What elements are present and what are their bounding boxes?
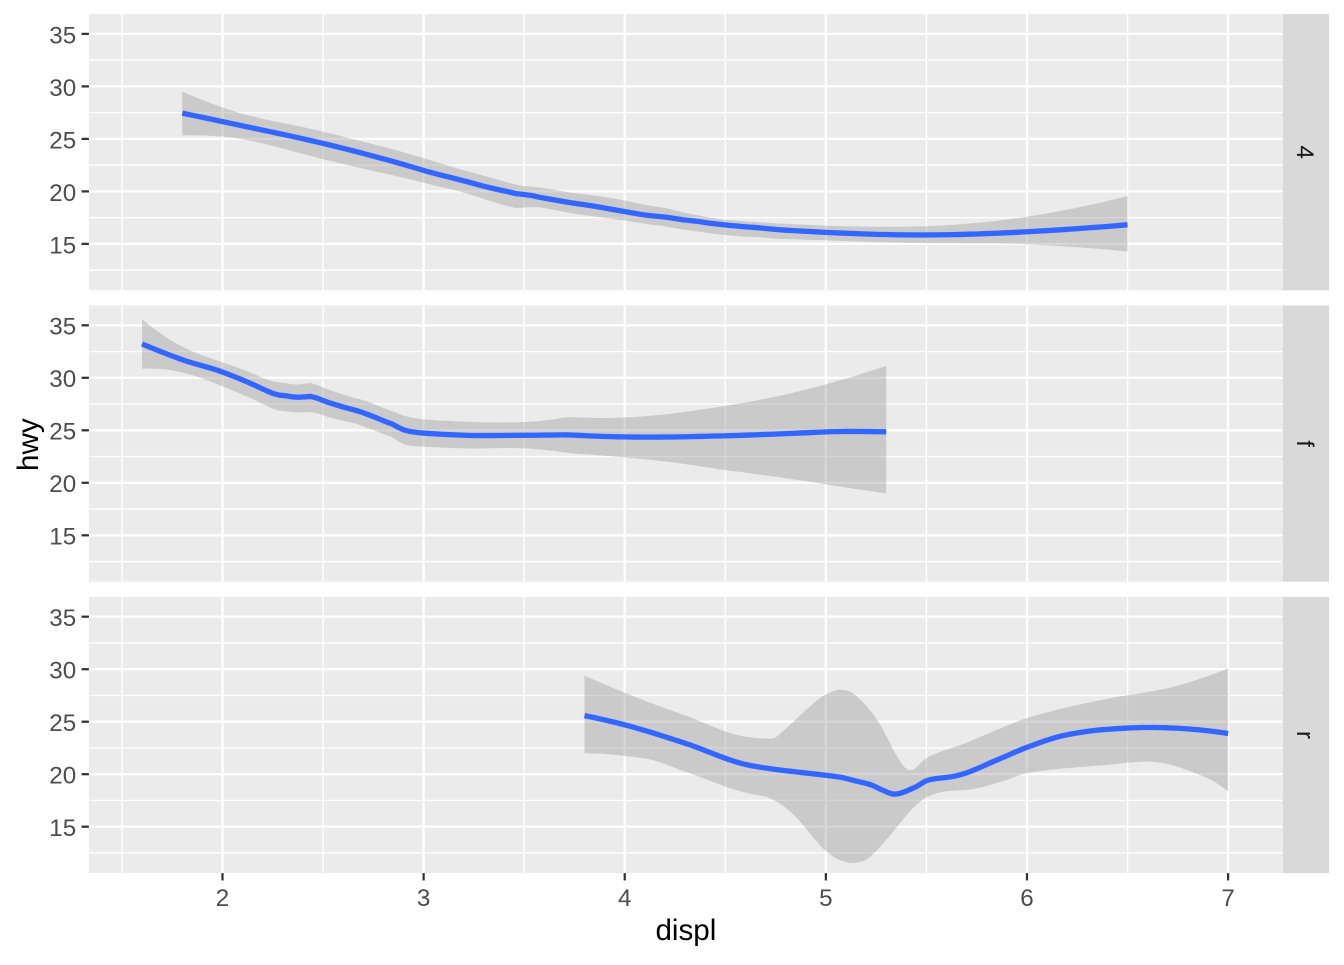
svg-text:35: 35 bbox=[49, 22, 76, 49]
svg-text:15: 15 bbox=[49, 815, 76, 842]
svg-text:20: 20 bbox=[49, 471, 76, 498]
svg-text:7: 7 bbox=[1221, 885, 1234, 912]
svg-text:3: 3 bbox=[417, 885, 430, 912]
svg-text:2: 2 bbox=[216, 885, 229, 912]
svg-text:20: 20 bbox=[49, 180, 76, 207]
svg-text:4: 4 bbox=[618, 885, 631, 912]
svg-text:30: 30 bbox=[49, 75, 76, 102]
svg-text:25: 25 bbox=[49, 710, 76, 737]
svg-text:r: r bbox=[1291, 731, 1318, 739]
svg-text:4: 4 bbox=[1291, 145, 1318, 158]
svg-text:35: 35 bbox=[49, 314, 76, 341]
svg-text:hwy: hwy bbox=[12, 418, 45, 471]
svg-text:15: 15 bbox=[49, 524, 76, 551]
svg-text:30: 30 bbox=[49, 658, 76, 685]
svg-text:25: 25 bbox=[49, 419, 76, 446]
svg-text:displ: displ bbox=[655, 914, 716, 947]
svg-text:25: 25 bbox=[49, 127, 76, 154]
svg-text:35: 35 bbox=[49, 605, 76, 632]
svg-text:30: 30 bbox=[49, 366, 76, 393]
svg-text:20: 20 bbox=[49, 763, 76, 790]
svg-text:f: f bbox=[1291, 440, 1318, 447]
svg-text:15: 15 bbox=[49, 232, 76, 259]
svg-text:6: 6 bbox=[1020, 885, 1033, 912]
svg-text:5: 5 bbox=[819, 885, 832, 912]
